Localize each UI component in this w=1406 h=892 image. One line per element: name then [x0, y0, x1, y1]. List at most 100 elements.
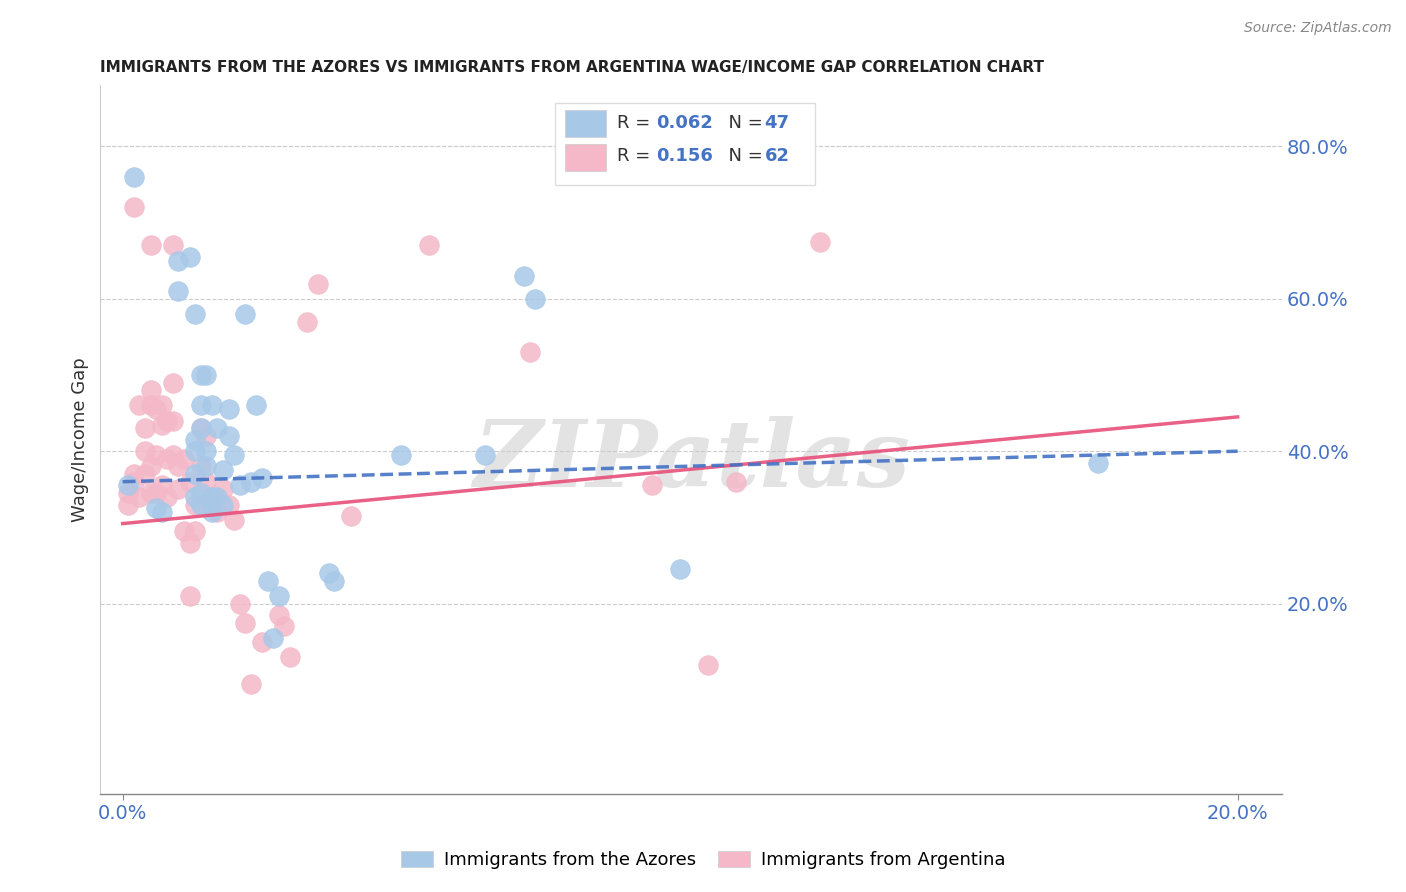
Point — [139, 238, 162, 252]
Point — [173, 524, 195, 539]
Point — [190, 498, 212, 512]
Point — [150, 505, 173, 519]
Point — [201, 399, 224, 413]
Point — [173, 451, 195, 466]
Text: ZIPatlas: ZIPatlas — [472, 416, 910, 506]
Text: N =: N = — [717, 147, 769, 165]
Point — [669, 562, 692, 576]
Point — [212, 483, 235, 497]
Point — [201, 490, 224, 504]
Point — [179, 535, 201, 549]
Point — [162, 238, 184, 252]
Point — [190, 368, 212, 382]
Text: 62: 62 — [765, 147, 790, 165]
Point — [122, 475, 145, 489]
Point — [195, 475, 218, 489]
Point — [122, 201, 145, 215]
Point — [190, 421, 212, 435]
Text: 0.062: 0.062 — [655, 114, 713, 132]
Point — [697, 657, 720, 672]
Point — [245, 399, 267, 413]
Text: R =: R = — [617, 114, 655, 132]
Point — [139, 486, 162, 500]
Point — [139, 459, 162, 474]
Point — [195, 459, 218, 474]
Point — [145, 448, 167, 462]
Point — [233, 307, 256, 321]
Point — [167, 284, 190, 298]
Text: N =: N = — [717, 114, 769, 132]
Point — [128, 490, 150, 504]
Point — [139, 384, 162, 398]
Text: IMMIGRANTS FROM THE AZORES VS IMMIGRANTS FROM ARGENTINA WAGE/INCOME GAP CORRELAT: IMMIGRANTS FROM THE AZORES VS IMMIGRANTS… — [100, 60, 1045, 75]
FancyBboxPatch shape — [565, 144, 606, 170]
Point — [278, 649, 301, 664]
Point — [167, 483, 190, 497]
Point — [117, 486, 139, 500]
Point — [389, 448, 412, 462]
Point — [150, 399, 173, 413]
Y-axis label: Wage/Income Gap: Wage/Income Gap — [72, 358, 89, 522]
Point — [122, 169, 145, 184]
Point — [212, 463, 235, 477]
Point — [195, 429, 218, 443]
Point — [239, 676, 262, 690]
Point — [218, 498, 240, 512]
Point — [228, 478, 250, 492]
Point — [156, 490, 179, 504]
Point — [207, 505, 229, 519]
Point — [162, 376, 184, 390]
Point — [167, 253, 190, 268]
Point — [162, 414, 184, 428]
Point — [1087, 456, 1109, 470]
Point — [195, 444, 218, 458]
Point — [167, 459, 190, 474]
Point — [134, 421, 156, 435]
Point — [808, 235, 831, 249]
Point — [724, 475, 747, 489]
Point — [150, 417, 173, 432]
Point — [340, 508, 363, 523]
Point — [524, 292, 547, 306]
Point — [239, 475, 262, 489]
Point — [218, 402, 240, 417]
Point — [145, 486, 167, 500]
Point — [190, 486, 212, 500]
Point — [318, 566, 340, 581]
Point — [184, 498, 207, 512]
Point — [150, 478, 173, 492]
Point — [307, 277, 329, 291]
Legend: Immigrants from the Azores, Immigrants from Argentina: Immigrants from the Azores, Immigrants f… — [391, 842, 1015, 879]
Text: Source: ZipAtlas.com: Source: ZipAtlas.com — [1244, 21, 1392, 35]
Point — [179, 475, 201, 489]
Point — [323, 574, 346, 588]
Point — [179, 250, 201, 264]
Point — [162, 448, 184, 462]
Text: 47: 47 — [765, 114, 790, 132]
Point — [224, 513, 246, 527]
Point — [474, 448, 496, 462]
Point — [267, 607, 290, 622]
Point — [156, 451, 179, 466]
Point — [134, 444, 156, 458]
Point — [224, 448, 246, 462]
Point — [201, 505, 224, 519]
Point — [201, 490, 224, 504]
Point — [295, 315, 318, 329]
Point — [207, 490, 229, 504]
Point — [117, 478, 139, 492]
Point — [513, 268, 536, 283]
Point — [218, 429, 240, 443]
Text: 0.156: 0.156 — [655, 147, 713, 165]
Point — [233, 615, 256, 630]
Point — [207, 421, 229, 435]
Text: R =: R = — [617, 147, 655, 165]
Point — [273, 619, 295, 633]
Point — [117, 498, 139, 512]
Point — [250, 471, 273, 485]
Point — [184, 524, 207, 539]
Point — [184, 467, 207, 481]
Point — [145, 501, 167, 516]
Point — [122, 467, 145, 481]
Point — [190, 421, 212, 435]
